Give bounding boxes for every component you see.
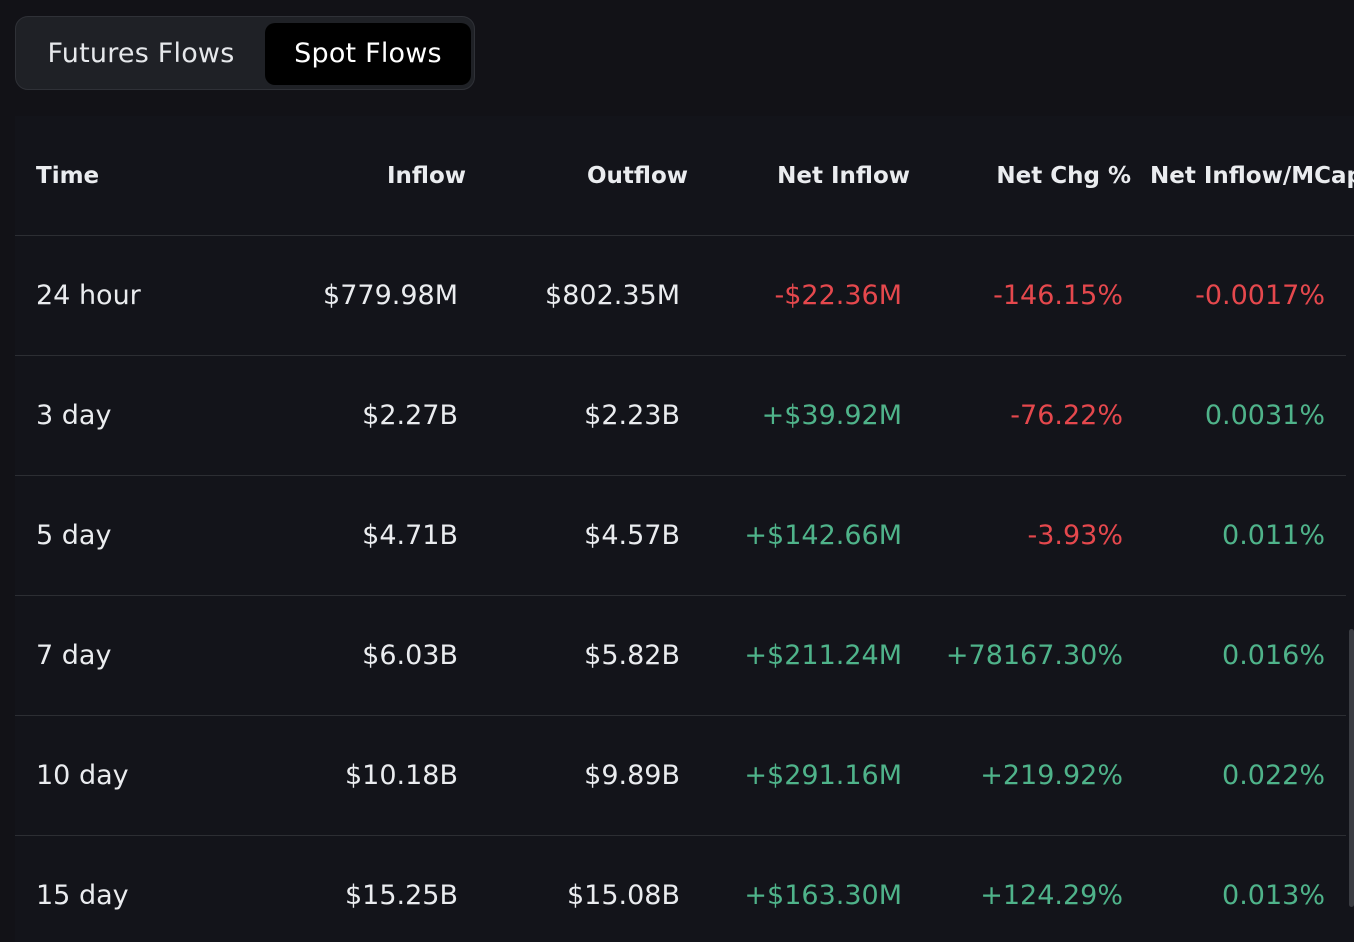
- table-row: 24 hour $779.98M $802.35M -$22.36M -146.15% -…: [15, 236, 1346, 356]
- table-row: 15 day $15.25B $15.08B +$163.30M +124.29% 0.0…: [15, 836, 1346, 942]
- cell-inflow: $10.18B: [345, 760, 458, 791]
- cell-net-inflow: +$142.66M: [744, 520, 902, 551]
- cell-net-inflow-mcap: 0.011%: [1222, 520, 1325, 551]
- cell-outflow: $15.08B: [567, 880, 680, 911]
- cell-net-inflow-mcap: 0.016%: [1222, 640, 1325, 671]
- cell-inflow: $4.71B: [362, 520, 458, 551]
- cell-net-inflow: +$291.16M: [744, 760, 902, 791]
- cell-time: 10 day: [36, 760, 129, 791]
- flow-type-toggle: Futures Flows Spot Flows: [15, 16, 475, 90]
- cell-time: 7 day: [36, 640, 112, 671]
- cell-net-chg: -146.15%: [993, 280, 1123, 311]
- table-row: 10 day $10.18B $9.89B +$291.16M +219.92% 0.02…: [15, 716, 1346, 836]
- cell-inflow: $2.27B: [362, 400, 458, 431]
- cell-time: 15 day: [36, 880, 129, 911]
- cell-outflow: $9.89B: [584, 760, 680, 791]
- cell-inflow: $6.03B: [362, 640, 458, 671]
- cell-net-inflow: +$39.92M: [761, 400, 902, 431]
- table-row: 3 day $2.27B $2.23B +$39.92M -76.22% 0.0031%: [15, 356, 1346, 476]
- cell-net-inflow: +$163.30M: [744, 880, 902, 911]
- cell-net-inflow-mcap: 0.022%: [1222, 760, 1325, 791]
- cell-net-chg: +78167.30%: [945, 640, 1123, 671]
- header-net-chg: Net Chg %: [996, 162, 1131, 189]
- flows-table: Time Inflow Outflow Net Inflow Net Chg %…: [15, 116, 1354, 942]
- tab-futures-flows[interactable]: Futures Flows: [47, 38, 235, 69]
- table-header: Time Inflow Outflow Net Inflow Net Chg %…: [15, 116, 1354, 236]
- cell-net-chg: +219.92%: [980, 760, 1123, 791]
- cell-time: 24 hour: [36, 280, 141, 311]
- header-time: Time: [36, 162, 100, 189]
- cell-net-inflow-mcap: -0.0017%: [1195, 280, 1325, 311]
- header-net-inflow-mcap: Net Inflow/MCap: [1149, 162, 1354, 189]
- cell-outflow: $2.23B: [584, 400, 680, 431]
- tab-spot-flows[interactable]: Spot Flows: [265, 23, 471, 85]
- table-row: 5 day $4.71B $4.57B +$142.66M -3.93% 0.011%: [15, 476, 1346, 596]
- cell-time: 5 day: [36, 520, 112, 551]
- cell-time: 3 day: [36, 400, 112, 431]
- header-net-inflow: Net Inflow: [777, 162, 910, 189]
- cell-net-inflow-mcap: 0.013%: [1222, 880, 1325, 911]
- cell-inflow: $15.25B: [345, 880, 458, 911]
- cell-net-chg: -76.22%: [1010, 400, 1123, 431]
- cell-outflow: $5.82B: [584, 640, 680, 671]
- cell-net-inflow: +$211.24M: [744, 640, 902, 671]
- cell-net-chg: -3.93%: [1027, 520, 1123, 551]
- cell-net-inflow: -$22.36M: [774, 280, 902, 311]
- cell-inflow: $779.98M: [323, 280, 458, 311]
- cell-outflow: $802.35M: [545, 280, 680, 311]
- header-inflow: Inflow: [386, 162, 466, 189]
- header-outflow: Outflow: [586, 162, 688, 189]
- table-row: 7 day $6.03B $5.82B +$211.24M +78167.30% 0.01…: [15, 596, 1346, 716]
- cell-net-chg: +124.29%: [980, 880, 1123, 911]
- table-scrollbar[interactable]: [1349, 629, 1354, 907]
- cell-outflow: $4.57B: [584, 520, 680, 551]
- cell-net-inflow-mcap: 0.0031%: [1204, 400, 1325, 431]
